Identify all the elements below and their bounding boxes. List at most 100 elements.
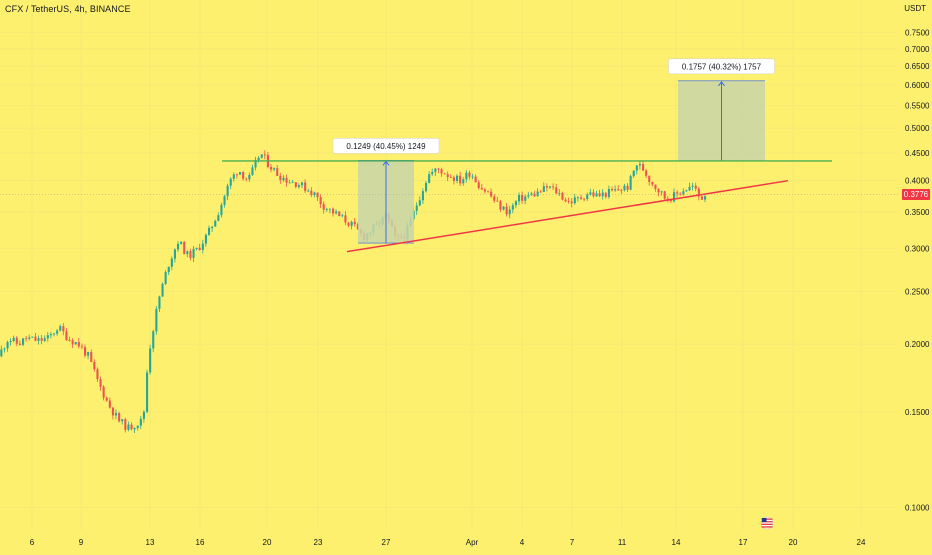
candle-body [614, 189, 617, 191]
candle-body [68, 340, 71, 341]
candle-down [353, 217, 356, 227]
candle-body [80, 346, 83, 348]
candle-down [592, 189, 595, 198]
candle-body [232, 174, 235, 179]
candle-body [99, 379, 102, 387]
candle-down [304, 179, 307, 193]
price-range-arrowhead [718, 81, 725, 87]
candle-up [155, 305, 158, 335]
time-tick-label: 6 [30, 538, 35, 547]
candle-down [496, 196, 499, 202]
candle-up [418, 196, 421, 207]
candle-body [325, 209, 328, 210]
candle-body [549, 186, 552, 188]
time-tick-label: 14 [672, 538, 681, 547]
candle-up [9, 338, 12, 346]
candle-body [251, 167, 254, 175]
candle-up [136, 425, 139, 431]
candle-body [142, 411, 145, 419]
price-tick-label: 0.1000 [905, 504, 930, 513]
candle-body [421, 191, 424, 201]
candle-body [235, 174, 238, 176]
price-range-label: 0.1249 (40.45%) 1249 [346, 142, 426, 151]
price-tick-label: 0.5500 [905, 102, 930, 111]
candle-body [170, 258, 173, 267]
candle-up [22, 338, 25, 347]
time-tick-label: 24 [857, 538, 866, 547]
candle-body [332, 208, 335, 214]
candle-down [332, 207, 335, 217]
candle-down [62, 323, 65, 336]
candle-body [576, 197, 579, 199]
candle-body [118, 413, 121, 422]
candle-up [415, 202, 418, 216]
candle-body [226, 185, 229, 197]
candle-body [9, 341, 12, 343]
candle-body [59, 326, 62, 331]
candle-body [499, 201, 502, 210]
candle-body [474, 176, 477, 183]
candle-down [80, 343, 83, 350]
candle-down [697, 186, 700, 201]
candle-body [254, 160, 257, 168]
candle-up [232, 172, 235, 182]
candle-body [6, 342, 9, 349]
candle-body [158, 296, 161, 309]
candle-body [521, 194, 524, 201]
candle-body [161, 283, 164, 297]
candle-body [418, 200, 421, 206]
candle-body [704, 196, 707, 200]
candle-down [676, 190, 679, 198]
candle-down [521, 191, 524, 205]
candle-up [471, 173, 474, 180]
candle-body [53, 333, 56, 335]
candle-body [657, 189, 660, 193]
candle-body [84, 347, 87, 356]
candle-body [288, 182, 291, 184]
candle-up [226, 183, 229, 201]
candle-up [514, 200, 517, 209]
candle-down [18, 340, 21, 346]
candle-body [341, 215, 344, 217]
time-tick-label: 16 [196, 538, 205, 547]
last-price-badge: 0.3776 [902, 188, 930, 200]
candle-down [15, 335, 18, 347]
candle-body [555, 187, 558, 194]
candle-up [682, 188, 685, 196]
price-tick-label: 0.6000 [905, 81, 930, 90]
candle-up [601, 189, 604, 200]
time-tick-label: 20 [789, 538, 798, 547]
candle-up [518, 192, 521, 205]
candle-body [149, 348, 152, 373]
candle-up [691, 182, 694, 191]
grid-layer [0, 0, 898, 530]
price-tick-label: 0.1500 [905, 408, 930, 417]
candle-body [480, 188, 483, 190]
candle-up [220, 202, 223, 218]
candle-up [170, 256, 173, 271]
candle-body [3, 348, 6, 350]
symbol-title[interactable]: CFX / TetherUS, 4h, BINANCE [5, 4, 131, 14]
candle-body [595, 193, 598, 197]
candle-up [576, 196, 579, 202]
candle-body [645, 170, 648, 176]
candle-down [93, 359, 96, 372]
candle-body [108, 400, 111, 408]
candle-body [105, 397, 108, 401]
candle-body [77, 341, 80, 347]
candle-down [648, 175, 651, 186]
candle-up [0, 345, 3, 358]
candle-body [291, 182, 294, 184]
candle-down [561, 191, 564, 201]
candle-body [465, 172, 468, 180]
candle-up [186, 250, 189, 258]
price-tick-label: 0.3000 [905, 245, 930, 254]
candle-down [580, 194, 583, 200]
candle-up [335, 209, 338, 215]
candle-body [211, 226, 214, 228]
candle-up [530, 191, 533, 196]
candle-down [77, 337, 80, 349]
candle-down [570, 198, 573, 208]
candle-up [6, 340, 9, 352]
